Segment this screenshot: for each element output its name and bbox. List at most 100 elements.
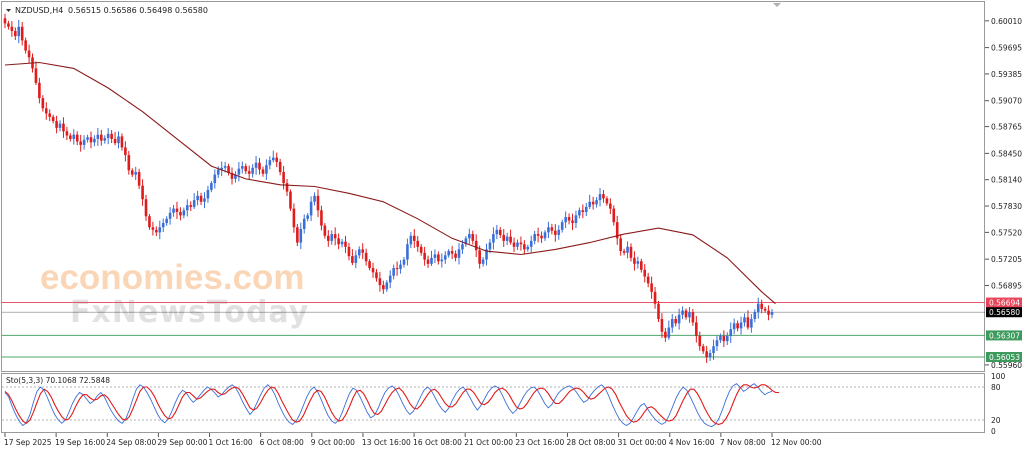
time-tick-label: 24 Sep 08:00 [106, 438, 156, 447]
candle [144, 194, 148, 221]
candle [14, 27, 17, 41]
candle [265, 159, 268, 180]
candle [667, 320, 671, 340]
horizontal-levels [2, 302, 985, 358]
sto-tick-label: 20 [991, 416, 1001, 425]
sto-tick-label: 100 [991, 372, 1006, 381]
scroll-marker-icon[interactable] [773, 3, 781, 7]
watermark: economies.com FxNewsToday [40, 258, 308, 330]
candle [705, 345, 708, 363]
candle [168, 207, 172, 225]
candle [447, 248, 450, 258]
candle [289, 189, 292, 211]
candle [223, 161, 227, 173]
candle [340, 238, 344, 248]
candle [185, 199, 189, 217]
price-tick-label: 0.59695 [991, 44, 1022, 53]
candle [234, 171, 237, 183]
candle [175, 201, 179, 219]
candle [192, 193, 196, 210]
candle [179, 207, 182, 221]
candle [275, 152, 279, 168]
candle [309, 196, 313, 222]
price-tick-label: 0.58765 [991, 123, 1022, 132]
candle [278, 158, 282, 176]
candle [526, 244, 530, 252]
candle [468, 228, 471, 244]
candle [588, 194, 592, 210]
candle [488, 238, 492, 254]
candle [581, 204, 585, 219]
price-tick-label: 0.59385 [991, 70, 1022, 79]
candle [268, 156, 272, 170]
candle [323, 223, 327, 239]
candle [3, 13, 7, 29]
time-tick-label: 7 Nov 08:00 [720, 438, 766, 447]
sto-tick-label: 0 [991, 427, 996, 436]
candle [440, 253, 444, 268]
candle [10, 21, 14, 37]
candle [770, 308, 774, 319]
candle [258, 157, 261, 175]
candle [62, 117, 65, 138]
candle [505, 232, 509, 245]
candle [650, 276, 653, 299]
candle [756, 297, 760, 319]
candle [406, 238, 409, 266]
candle [626, 241, 629, 259]
moving-average-line [4, 61, 776, 305]
price-tick-label: 0.58450 [991, 149, 1022, 158]
candle [38, 77, 41, 104]
candle [412, 228, 416, 248]
candle [237, 162, 241, 182]
time-tick-label: 12 Nov 00:00 [771, 438, 822, 447]
candle [605, 196, 609, 206]
candle [519, 236, 523, 251]
candle [302, 214, 306, 234]
time-tick-label: 9 Oct 00:00 [311, 438, 355, 447]
candle [533, 230, 536, 245]
price-tick-label: 0.57520 [991, 228, 1022, 237]
candle [75, 131, 79, 146]
time-tick-label: 6 Oct 08:00 [260, 438, 304, 447]
time-tick-label: 28 Oct 08:00 [566, 438, 615, 447]
candle [51, 114, 55, 124]
candle [595, 197, 598, 208]
candle [337, 233, 340, 250]
candle [598, 188, 602, 207]
candle [584, 202, 588, 217]
candle [41, 95, 45, 112]
candle [474, 234, 478, 257]
dropdown-triangle-icon[interactable] [6, 9, 11, 12]
candle [719, 333, 722, 344]
candle [454, 250, 457, 262]
time-tick-label: 19 Sep 16:00 [55, 438, 105, 447]
candle [677, 308, 681, 330]
candle [529, 235, 533, 253]
candle [653, 287, 657, 309]
candle [261, 166, 265, 177]
candle [7, 20, 10, 30]
candle [330, 230, 334, 245]
candle [450, 245, 454, 260]
candle [364, 248, 368, 266]
candle [502, 229, 506, 247]
candle [640, 258, 643, 273]
price-tick-label: 0.56895 [991, 281, 1022, 290]
candle [739, 316, 743, 335]
candle [296, 224, 299, 247]
candle [320, 205, 323, 231]
candle [110, 129, 113, 144]
candle [86, 134, 89, 143]
candle [657, 300, 660, 323]
candle [368, 259, 371, 271]
candle [409, 232, 413, 249]
candle [399, 260, 402, 274]
candle [165, 216, 168, 226]
candle [743, 313, 746, 327]
time-axis: 17 Sep 2025 19 Sep 16:00 24 Sep 08:00 29 Se… [4, 433, 822, 447]
candle [34, 61, 38, 85]
candle [27, 44, 31, 64]
sto-tick-label: 80 [991, 383, 1001, 392]
